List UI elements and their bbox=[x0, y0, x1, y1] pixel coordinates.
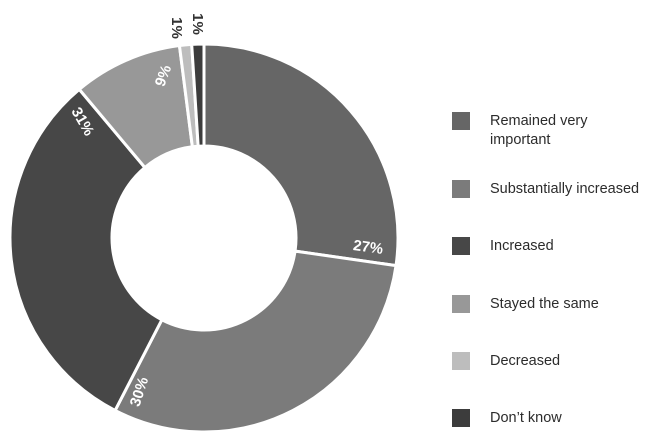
legend-label-substantially-increased: Substantially increased bbox=[490, 181, 640, 197]
legend-item-decreased: Decreased bbox=[452, 352, 560, 371]
legend-label-stayed-the-same: Stayed the same bbox=[490, 296, 599, 312]
legend-swatch-dont-know bbox=[452, 409, 470, 427]
slice-label-decreased: 1% bbox=[168, 17, 185, 39]
slice-label-dont-know: 1% bbox=[189, 13, 206, 35]
slice-increased bbox=[8, 87, 164, 413]
legend-swatch-remained-very-important bbox=[452, 112, 470, 130]
legend-item-remained-very-important: Remained very important bbox=[452, 112, 610, 150]
slice-remained-very-important bbox=[202, 42, 400, 268]
slice-label-stayed-the-same: 9% bbox=[152, 63, 175, 89]
legend-label-remained-very-important: Remained very important bbox=[490, 113, 588, 148]
legend-item-dont-know: Don’t know bbox=[452, 409, 562, 428]
legend-swatch-stayed-the-same bbox=[452, 295, 470, 313]
legend-swatch-decreased bbox=[452, 352, 470, 370]
slice-dont-know bbox=[190, 42, 206, 148]
slice-substantially-increased bbox=[113, 249, 398, 431]
donut-svg: 27%30%31%9%1% 1% bbox=[8, 13, 400, 431]
legend-label-dont-know: Don’t know bbox=[490, 410, 562, 426]
legend-label-increased: Increased bbox=[490, 238, 554, 254]
slice-label-remained-very-important: 27% bbox=[352, 237, 384, 258]
legend-item-stayed-the-same: Stayed the same bbox=[452, 295, 599, 314]
legend-item-increased: Increased bbox=[452, 237, 554, 256]
legend-swatch-substantially-increased bbox=[452, 180, 470, 198]
legend-swatch-increased bbox=[452, 237, 470, 255]
legend-item-substantially-increased: Substantially increased bbox=[452, 180, 639, 199]
legend-label-decreased: Decreased bbox=[490, 353, 561, 369]
